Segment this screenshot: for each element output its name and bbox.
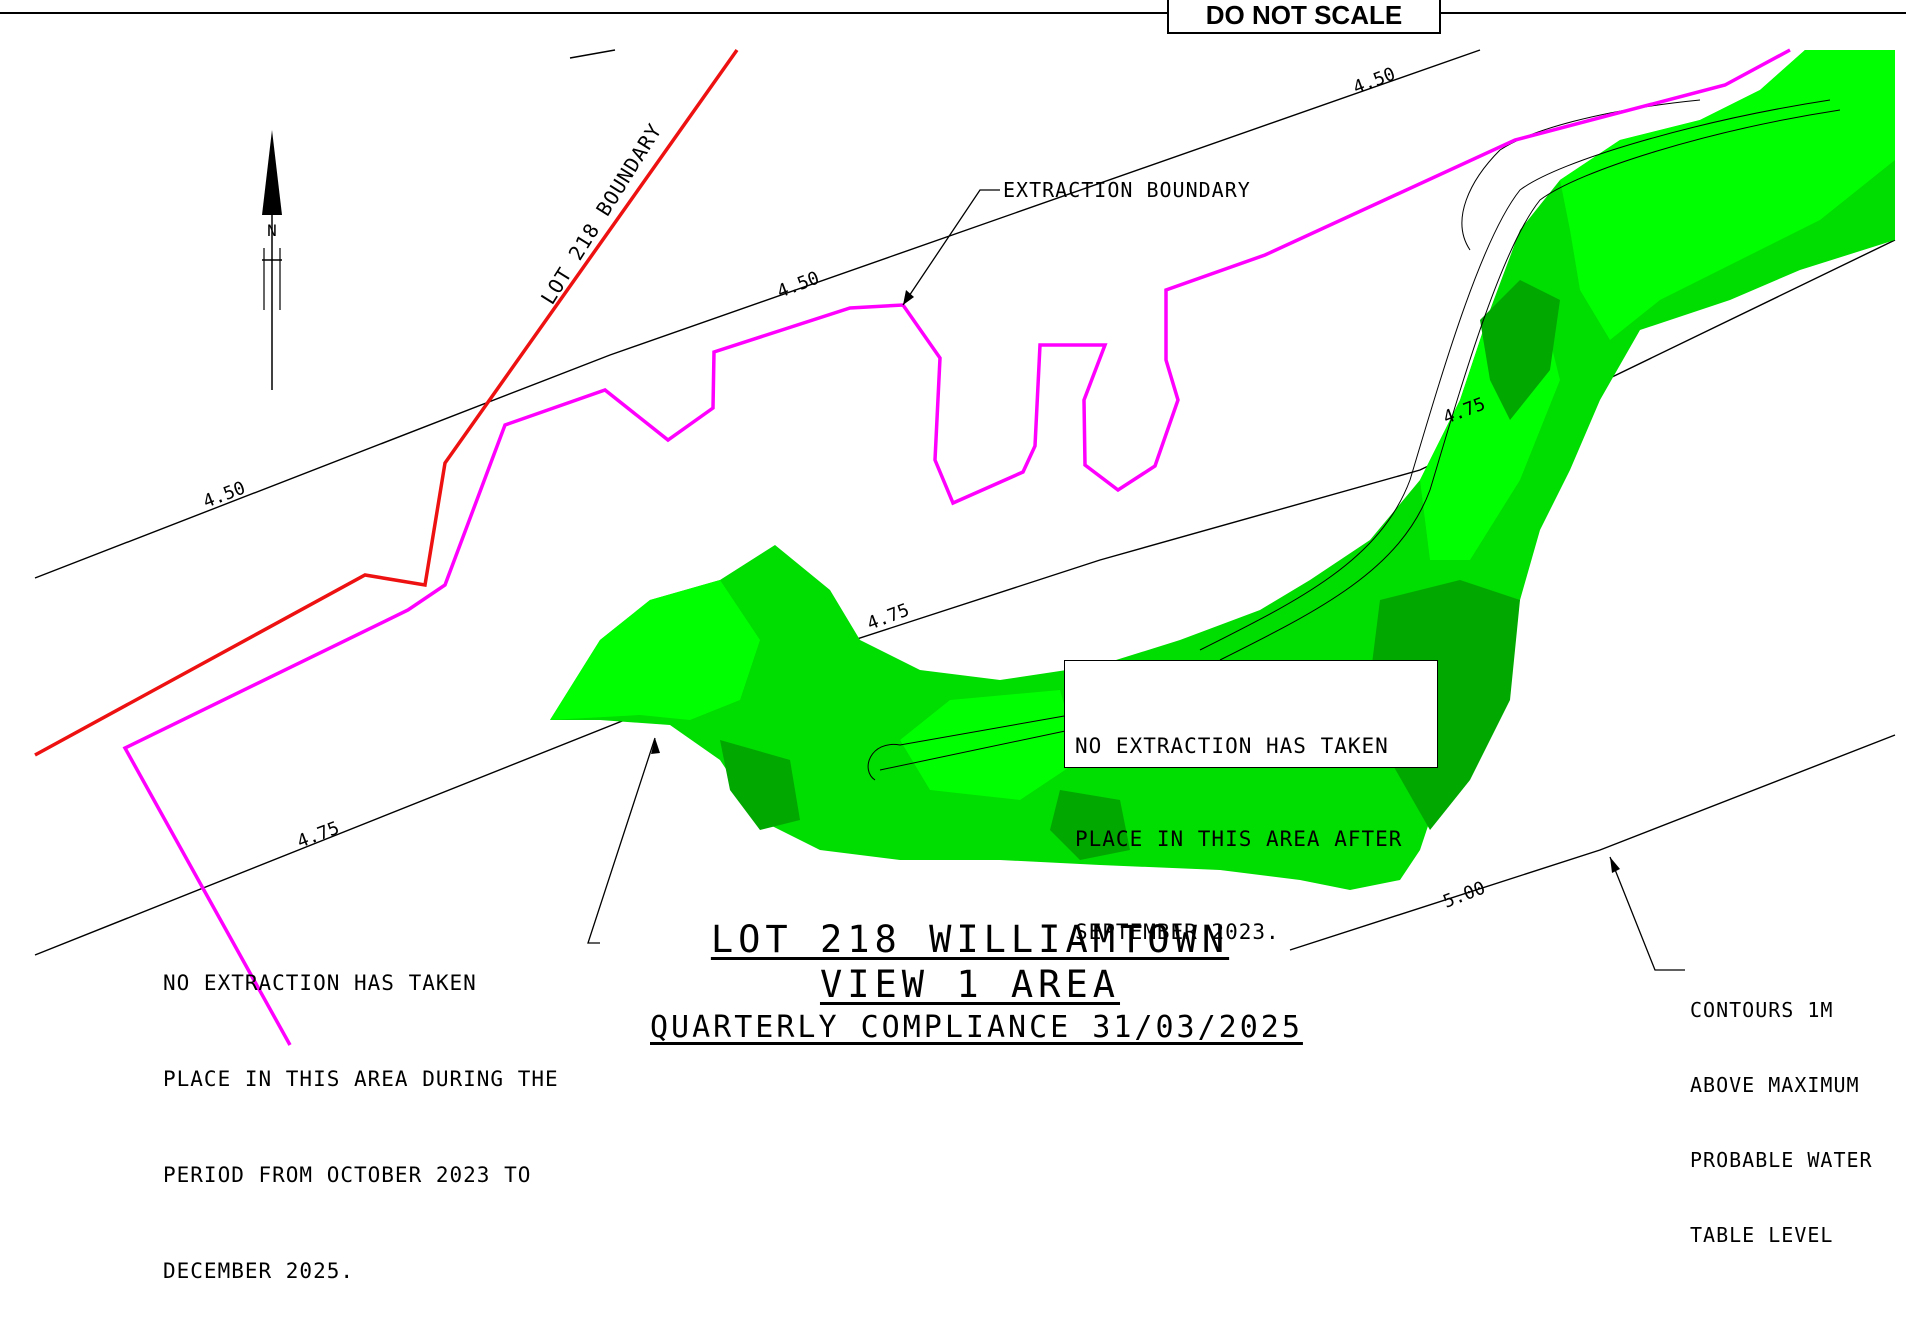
pit-fill-dark-4 [1050, 790, 1130, 860]
pit-fill-base [550, 50, 1895, 890]
note-line: PERIOD FROM OCTOBER 2023 TO [163, 1163, 532, 1187]
pit-fill-dark-3 [1480, 280, 1560, 420]
extraction-boundary-label: EXTRACTION BOUNDARY [1003, 178, 1251, 202]
lot-boundary-line [34, 48, 739, 757]
contour-label-475-a: 4.75 [294, 818, 342, 853]
note-line: TABLE LEVEL [1690, 1223, 1834, 1247]
contour-label-450-c: 4.50 [1350, 64, 1398, 99]
pit-fill-light-2 [1560, 50, 1895, 340]
title-line-2: VIEW 1 AREA [819, 963, 1121, 1006]
contour-label-425-partial: 4.25 [550, 42, 591, 66]
extraction-boundary-leader [902, 189, 1000, 306]
north-arrow: N [262, 130, 282, 390]
site-plan: N 4.50 4.50 4.50 4.75 4.75 4.75 5.00 4.2… [0, 12, 1906, 1046]
note-line: PROBABLE WATER [1690, 1148, 1873, 1172]
contour-450-lower [34, 49, 1481, 579]
contour-425-partial [569, 49, 616, 59]
note-line: PLACE IN THIS AREA AFTER [1075, 827, 1403, 851]
title-line-1: LOT 218 WILLIAMTOWN [710, 918, 1230, 961]
lot-boundary-label: LOT 218 BOUNDARY [536, 119, 667, 309]
note-period-leader [587, 737, 656, 944]
note-no-extraction-period: NO EXTRACTION HAS TAKEN PLACE IN THIS AR… [163, 903, 559, 1319]
contour-label-450-a: 4.50 [200, 478, 248, 513]
pit-fill-light-1 [550, 580, 760, 720]
note-line: ABOVE MAXIMUM [1690, 1073, 1860, 1097]
pit-fill-light-4 [900, 690, 1080, 800]
note-period-arrowhead [651, 738, 660, 754]
note-line: NO EXTRACTION HAS TAKEN [1075, 734, 1389, 758]
contours-note-arrowhead [1610, 857, 1620, 873]
contour-label-450-b: 4.50 [774, 268, 822, 303]
contours-note-leader [1609, 856, 1685, 971]
pit-fill-dark-1 [720, 740, 800, 830]
note-line: NO EXTRACTION HAS TAKEN [163, 971, 477, 995]
note-line: SEPTEMBER 2023. [1075, 920, 1280, 944]
do-not-scale-stamp: DO NOT SCALE [1167, 0, 1441, 34]
note-line: CONTOURS 1M [1690, 998, 1834, 1022]
note-line: DECEMBER 2025. [163, 1259, 355, 1283]
north-label: N [267, 221, 277, 240]
extraction-boundary-arrowhead [903, 290, 914, 305]
title-line-3: QUARTERLY COMPLIANCE 31/03/2025 [650, 1010, 1303, 1045]
contour-label-500: 5.00 [1440, 878, 1488, 913]
note-no-extraction-after: NO EXTRACTION HAS TAKEN PLACE IN THIS AR… [1064, 660, 1438, 944]
note-contours: CONTOURS 1M ABOVE MAXIMUM PROBABLE WATER… [1690, 948, 1873, 1273]
extraction-boundary-line [122, 48, 1791, 1046]
contour-500 [1289, 734, 1896, 951]
north-arrow-head-icon [262, 130, 282, 215]
